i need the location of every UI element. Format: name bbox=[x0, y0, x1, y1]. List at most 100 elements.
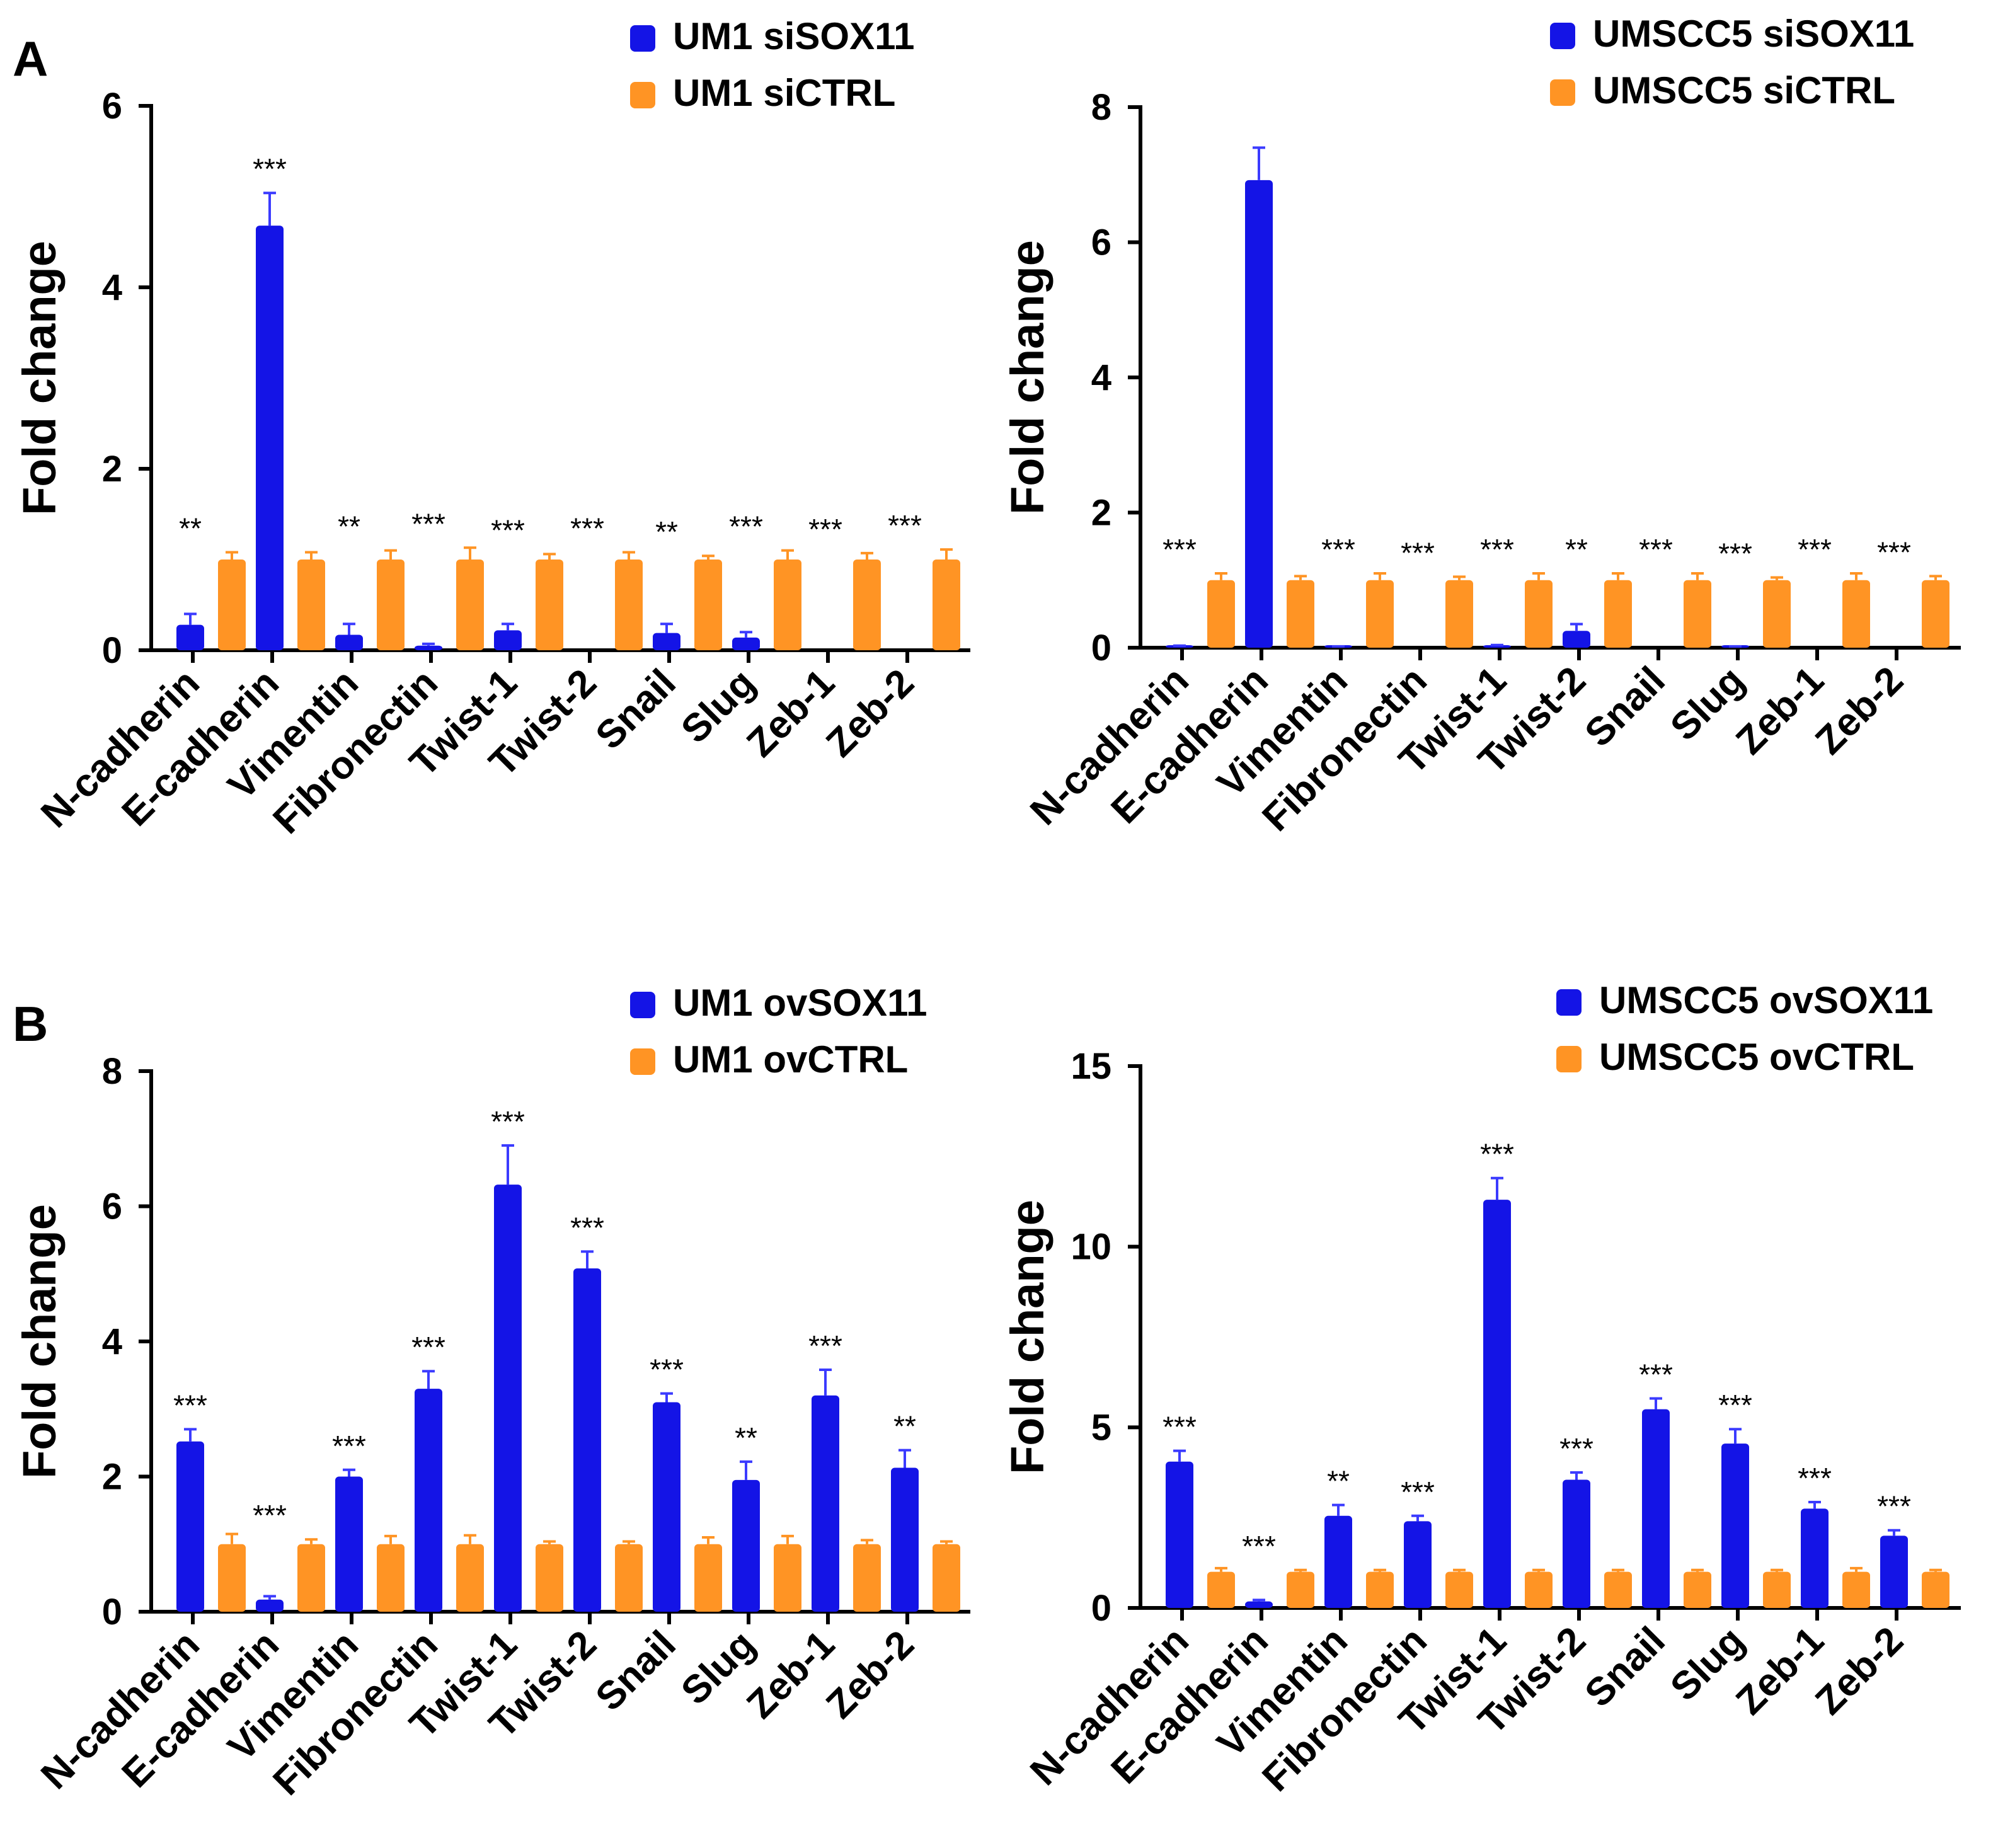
bar-treated bbox=[1324, 1515, 1352, 1608]
y-axis-label: Fold change bbox=[1001, 240, 1054, 515]
legend-label: UMSCC5 ovCTRL bbox=[1599, 1036, 1914, 1078]
bar-control bbox=[456, 1544, 484, 1612]
bar-control bbox=[297, 1544, 325, 1612]
x-tick-label: Zeb-2 bbox=[1807, 1619, 1912, 1723]
significance-label: *** bbox=[888, 509, 922, 542]
significance-label: *** bbox=[1718, 537, 1752, 570]
x-tick-label: Snail bbox=[1576, 658, 1674, 755]
bar-treated bbox=[1801, 1508, 1829, 1608]
bar-control bbox=[615, 1544, 643, 1612]
significance-label: *** bbox=[1559, 1432, 1593, 1465]
legend-label: UM1 siSOX11 bbox=[673, 15, 915, 57]
y-tick-label: 6 bbox=[102, 1186, 122, 1227]
significance-label: *** bbox=[1242, 1530, 1276, 1563]
bar-treated bbox=[335, 1476, 363, 1612]
legend-swatch bbox=[630, 25, 655, 52]
bar-control bbox=[1604, 580, 1632, 648]
significance-label: *** bbox=[1718, 1389, 1752, 1421]
significance-label: *** bbox=[1639, 533, 1673, 566]
significance-label: *** bbox=[1798, 533, 1832, 566]
bar-treated bbox=[1563, 1479, 1590, 1608]
significance-label: *** bbox=[1163, 533, 1197, 566]
bar-treated bbox=[1483, 1200, 1511, 1608]
bar-control bbox=[297, 560, 325, 650]
y-tick-label: 8 bbox=[102, 1051, 122, 1092]
significance-label: *** bbox=[253, 1499, 287, 1532]
bar-control bbox=[1842, 580, 1870, 648]
bar-treated bbox=[732, 1479, 760, 1612]
bar-treated bbox=[653, 1402, 680, 1612]
x-tick-label: Zeb-1 bbox=[738, 1622, 843, 1727]
y-tick-label: 4 bbox=[102, 1321, 122, 1362]
bar-treated bbox=[1483, 645, 1511, 648]
bar-control bbox=[536, 560, 563, 650]
bar-control bbox=[1366, 580, 1394, 648]
bar-treated bbox=[1721, 1443, 1749, 1608]
significance-label: ** bbox=[1327, 1465, 1350, 1498]
chart-panel-b-left: B Fold change 0 2 4 6 8 UM1 ovSOX11 UM1 ovCTRL **… bbox=[13, 982, 970, 1804]
bar-treated bbox=[256, 1599, 284, 1612]
y-tick-label: 4 bbox=[1091, 357, 1111, 398]
x-tick-label: Snail bbox=[1576, 1619, 1674, 1716]
bar-control bbox=[536, 1544, 563, 1612]
bar-treated bbox=[812, 1395, 839, 1612]
bar-treated bbox=[415, 645, 442, 650]
bar-control bbox=[1922, 580, 1949, 648]
bar-treated bbox=[256, 226, 284, 651]
x-tick-label: Zeb-1 bbox=[1728, 658, 1832, 763]
bar-control bbox=[1763, 580, 1791, 648]
bar-treated bbox=[176, 1441, 204, 1612]
bar-control bbox=[1445, 1571, 1473, 1608]
y-tick-label: 0 bbox=[102, 1592, 122, 1633]
x-tick-label: Zeb-1 bbox=[738, 661, 843, 766]
significance-label: ** bbox=[338, 510, 360, 543]
bar-control bbox=[853, 1544, 881, 1612]
significance-label: *** bbox=[1163, 1411, 1197, 1443]
legend-label: UMSCC5 siSOX11 bbox=[1593, 13, 1914, 55]
bar-control bbox=[1287, 1571, 1314, 1608]
y-tick-label: 0 bbox=[1091, 1588, 1111, 1629]
y-axis-label: Fold change bbox=[1001, 1200, 1054, 1474]
y-tick-label: 4 bbox=[102, 267, 122, 308]
bar-treated bbox=[1563, 631, 1590, 648]
chart-panel-b-right: Fold change 0 5 10 15 UMSCC5 ovSOX11 UMSCC5 ov… bbox=[1001, 979, 1961, 1800]
x-tick-label: Zeb-2 bbox=[1807, 658, 1912, 763]
y-tick-label: 5 bbox=[1091, 1407, 1111, 1448]
bar-control bbox=[1604, 1571, 1632, 1608]
significance-label: *** bbox=[1401, 1476, 1435, 1508]
bar-control bbox=[218, 1544, 246, 1612]
significance-label: *** bbox=[253, 152, 287, 185]
y-tick-label: 2 bbox=[1091, 493, 1111, 534]
legend-label: UM1 ovCTRL bbox=[673, 1038, 908, 1081]
bar-treated bbox=[415, 1389, 442, 1612]
bar-treated bbox=[494, 630, 522, 650]
bar-control bbox=[1842, 1571, 1870, 1608]
bar-treated bbox=[335, 634, 363, 650]
y-tick-label: 6 bbox=[102, 86, 122, 127]
y-tick-label: 0 bbox=[102, 630, 122, 671]
bar-control bbox=[1525, 1571, 1553, 1608]
legend-label: UMSCC5 siCTRL bbox=[1593, 69, 1895, 112]
bar-control bbox=[1207, 1571, 1235, 1608]
significance-label: *** bbox=[1480, 533, 1514, 566]
significance-label: *** bbox=[808, 1329, 842, 1362]
bar-treated bbox=[653, 633, 680, 650]
x-tick-label: Snail bbox=[587, 1622, 684, 1719]
bar-treated bbox=[494, 1185, 522, 1612]
bar-treated bbox=[1245, 1601, 1273, 1608]
bar-control bbox=[218, 560, 246, 650]
significance-label: *** bbox=[173, 1389, 207, 1421]
significance-label: *** bbox=[411, 1331, 445, 1363]
chart-panel-a-right: Fold change 0 2 4 6 8 UMSCC5 siSOX11 UMSCC5 siC… bbox=[1001, 13, 1961, 840]
bar-control bbox=[1207, 580, 1235, 648]
bar-control bbox=[933, 1544, 960, 1612]
legend-label: UM1 siCTRL bbox=[673, 72, 895, 114]
legend-swatch bbox=[1556, 989, 1582, 1016]
y-axis-label: Fold change bbox=[13, 1204, 66, 1479]
bar-control bbox=[694, 1544, 722, 1612]
bar-treated bbox=[1166, 1461, 1193, 1608]
significance-label: *** bbox=[411, 507, 445, 540]
bar-treated bbox=[1404, 1521, 1432, 1608]
significance-label: ** bbox=[1565, 533, 1588, 566]
